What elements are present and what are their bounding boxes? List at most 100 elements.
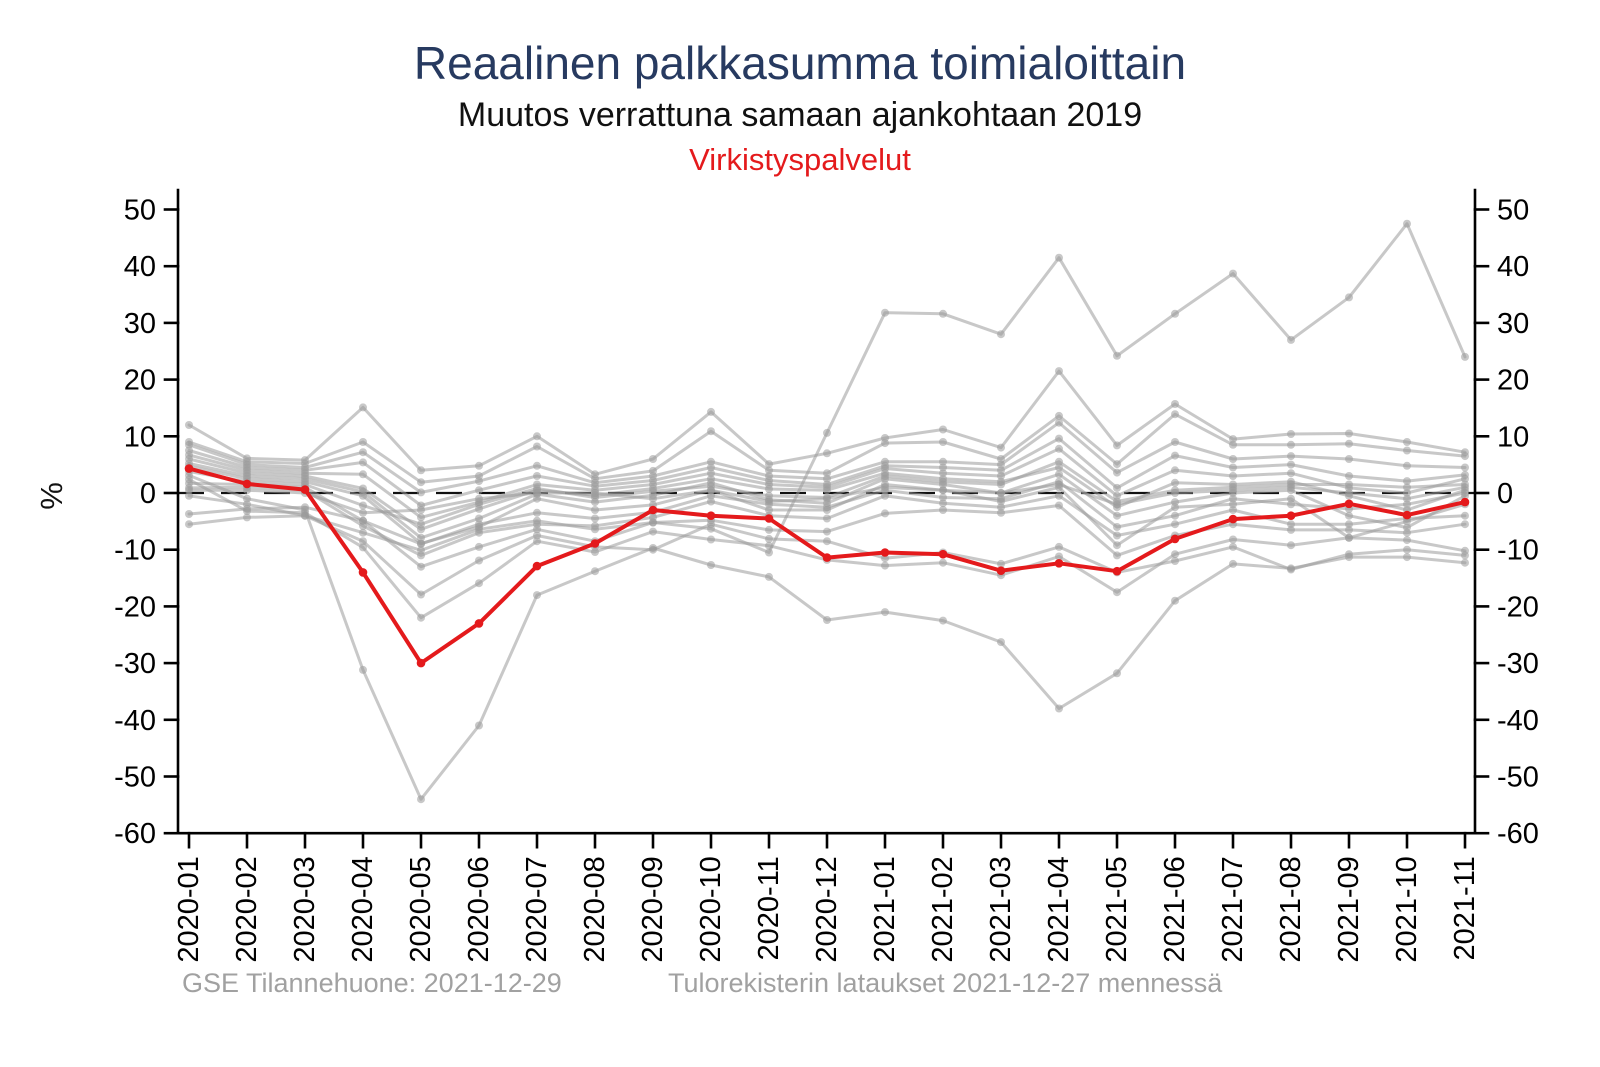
data-point-marker bbox=[185, 421, 193, 429]
data-point-marker bbox=[939, 558, 947, 567]
data-point-marker bbox=[1287, 460, 1295, 469]
x-tick-label: 2021-10 bbox=[1391, 856, 1423, 962]
data-point-marker bbox=[1229, 463, 1237, 472]
data-point-marker bbox=[1055, 542, 1063, 551]
data-point-marker bbox=[533, 461, 541, 470]
data-point-marker bbox=[1171, 550, 1179, 559]
data-point-marker bbox=[359, 501, 367, 510]
data-point-marker bbox=[475, 528, 483, 537]
y-tick-label-right: -20 bbox=[1497, 591, 1539, 623]
data-point-marker bbox=[765, 506, 773, 514]
y-tick-label-right: 30 bbox=[1497, 308, 1529, 340]
data-point-marker bbox=[649, 518, 657, 527]
data-point-marker bbox=[1171, 596, 1179, 605]
data-point-marker bbox=[185, 491, 193, 500]
data-point-marker bbox=[1345, 550, 1353, 559]
data-point-marker bbox=[1055, 480, 1063, 489]
data-point-marker bbox=[1113, 523, 1121, 531]
data-point-marker bbox=[1113, 511, 1121, 520]
data-point-marker bbox=[1461, 520, 1469, 529]
data-point-marker bbox=[1345, 439, 1353, 448]
data-point-marker bbox=[997, 472, 1005, 480]
data-point-marker bbox=[1286, 511, 1296, 520]
data-point-marker bbox=[359, 438, 367, 446]
data-point-marker bbox=[359, 470, 367, 479]
y-tick-label-left: -30 bbox=[114, 648, 156, 680]
data-point-marker bbox=[1287, 500, 1295, 509]
y-tick-label-right: -30 bbox=[1497, 648, 1539, 680]
data-point-marker bbox=[1113, 460, 1121, 469]
data-point-marker bbox=[1344, 499, 1354, 509]
data-point-marker bbox=[1229, 542, 1237, 551]
data-point-marker bbox=[1403, 500, 1411, 509]
data-point-marker bbox=[823, 616, 831, 624]
data-point-marker bbox=[648, 505, 658, 515]
data-point-marker bbox=[997, 489, 1005, 497]
data-point-marker bbox=[359, 516, 367, 525]
data-point-marker bbox=[300, 485, 310, 494]
data-point-marker bbox=[532, 561, 542, 571]
data-point-marker bbox=[475, 542, 483, 551]
data-point-marker bbox=[823, 503, 831, 512]
data-point-marker bbox=[1229, 440, 1237, 449]
data-point-marker bbox=[1171, 400, 1179, 408]
data-point-marker bbox=[417, 613, 425, 622]
data-point-marker bbox=[417, 795, 425, 804]
data-point-marker bbox=[939, 469, 947, 478]
data-point-marker bbox=[823, 527, 831, 536]
data-point-marker bbox=[997, 330, 1005, 339]
data-point-marker bbox=[997, 443, 1005, 452]
x-tick-label: 2020-05 bbox=[405, 856, 437, 962]
data-point-marker bbox=[939, 616, 947, 625]
y-tick-label-right: 10 bbox=[1497, 421, 1529, 453]
x-tick-label: 2021-11 bbox=[1449, 856, 1481, 960]
x-tick-label: 2020-01 bbox=[173, 856, 205, 962]
y-tick-label-right: 20 bbox=[1497, 365, 1529, 397]
data-point-marker bbox=[649, 455, 657, 463]
data-point-marker bbox=[1287, 541, 1295, 550]
data-point-marker bbox=[1461, 511, 1469, 520]
data-point-marker bbox=[359, 537, 367, 546]
data-point-marker bbox=[1345, 429, 1353, 438]
data-point-marker bbox=[417, 533, 425, 542]
data-point-marker bbox=[359, 448, 367, 457]
data-point-marker bbox=[533, 531, 541, 540]
y-tick-label-left: 40 bbox=[124, 251, 156, 283]
y-tick-label-left: -50 bbox=[114, 762, 156, 794]
data-point-marker bbox=[707, 407, 715, 416]
data-point-marker bbox=[1229, 455, 1237, 463]
data-point-marker bbox=[591, 567, 599, 576]
data-point-marker bbox=[1229, 472, 1237, 480]
y-tick-label-right: 0 bbox=[1497, 478, 1513, 510]
data-point-marker bbox=[1345, 455, 1353, 463]
data-point-marker bbox=[533, 432, 541, 441]
y-tick-label-right: -50 bbox=[1497, 762, 1539, 794]
data-point-marker bbox=[765, 497, 773, 506]
x-tick-label: 2020-03 bbox=[289, 856, 321, 962]
data-point-marker bbox=[997, 480, 1005, 489]
x-tick-label: 2021-08 bbox=[1275, 856, 1307, 962]
y-tick-label-right: -40 bbox=[1497, 705, 1539, 737]
data-point-marker bbox=[1055, 444, 1063, 453]
data-point-marker bbox=[939, 493, 947, 502]
y-tick-label-right: 50 bbox=[1497, 195, 1529, 227]
data-point-marker bbox=[939, 457, 947, 466]
data-point-marker bbox=[1461, 483, 1469, 492]
data-point-marker bbox=[1403, 494, 1411, 503]
data-point-marker bbox=[707, 457, 715, 466]
data-point-marker bbox=[417, 540, 425, 548]
data-point-marker bbox=[417, 466, 425, 475]
data-point-marker bbox=[1113, 588, 1121, 597]
data-point-marker bbox=[242, 479, 252, 489]
x-tick-label: 2020-11 bbox=[753, 856, 785, 960]
data-point-marker bbox=[1287, 335, 1295, 344]
data-point-marker bbox=[1461, 489, 1469, 497]
data-point-marker bbox=[1403, 438, 1411, 446]
data-point-marker bbox=[707, 486, 715, 495]
data-point-marker bbox=[1345, 293, 1353, 302]
data-point-marker bbox=[359, 508, 367, 517]
data-point-marker bbox=[417, 506, 425, 514]
data-point-marker bbox=[1345, 525, 1353, 534]
data-point-marker bbox=[765, 466, 773, 475]
